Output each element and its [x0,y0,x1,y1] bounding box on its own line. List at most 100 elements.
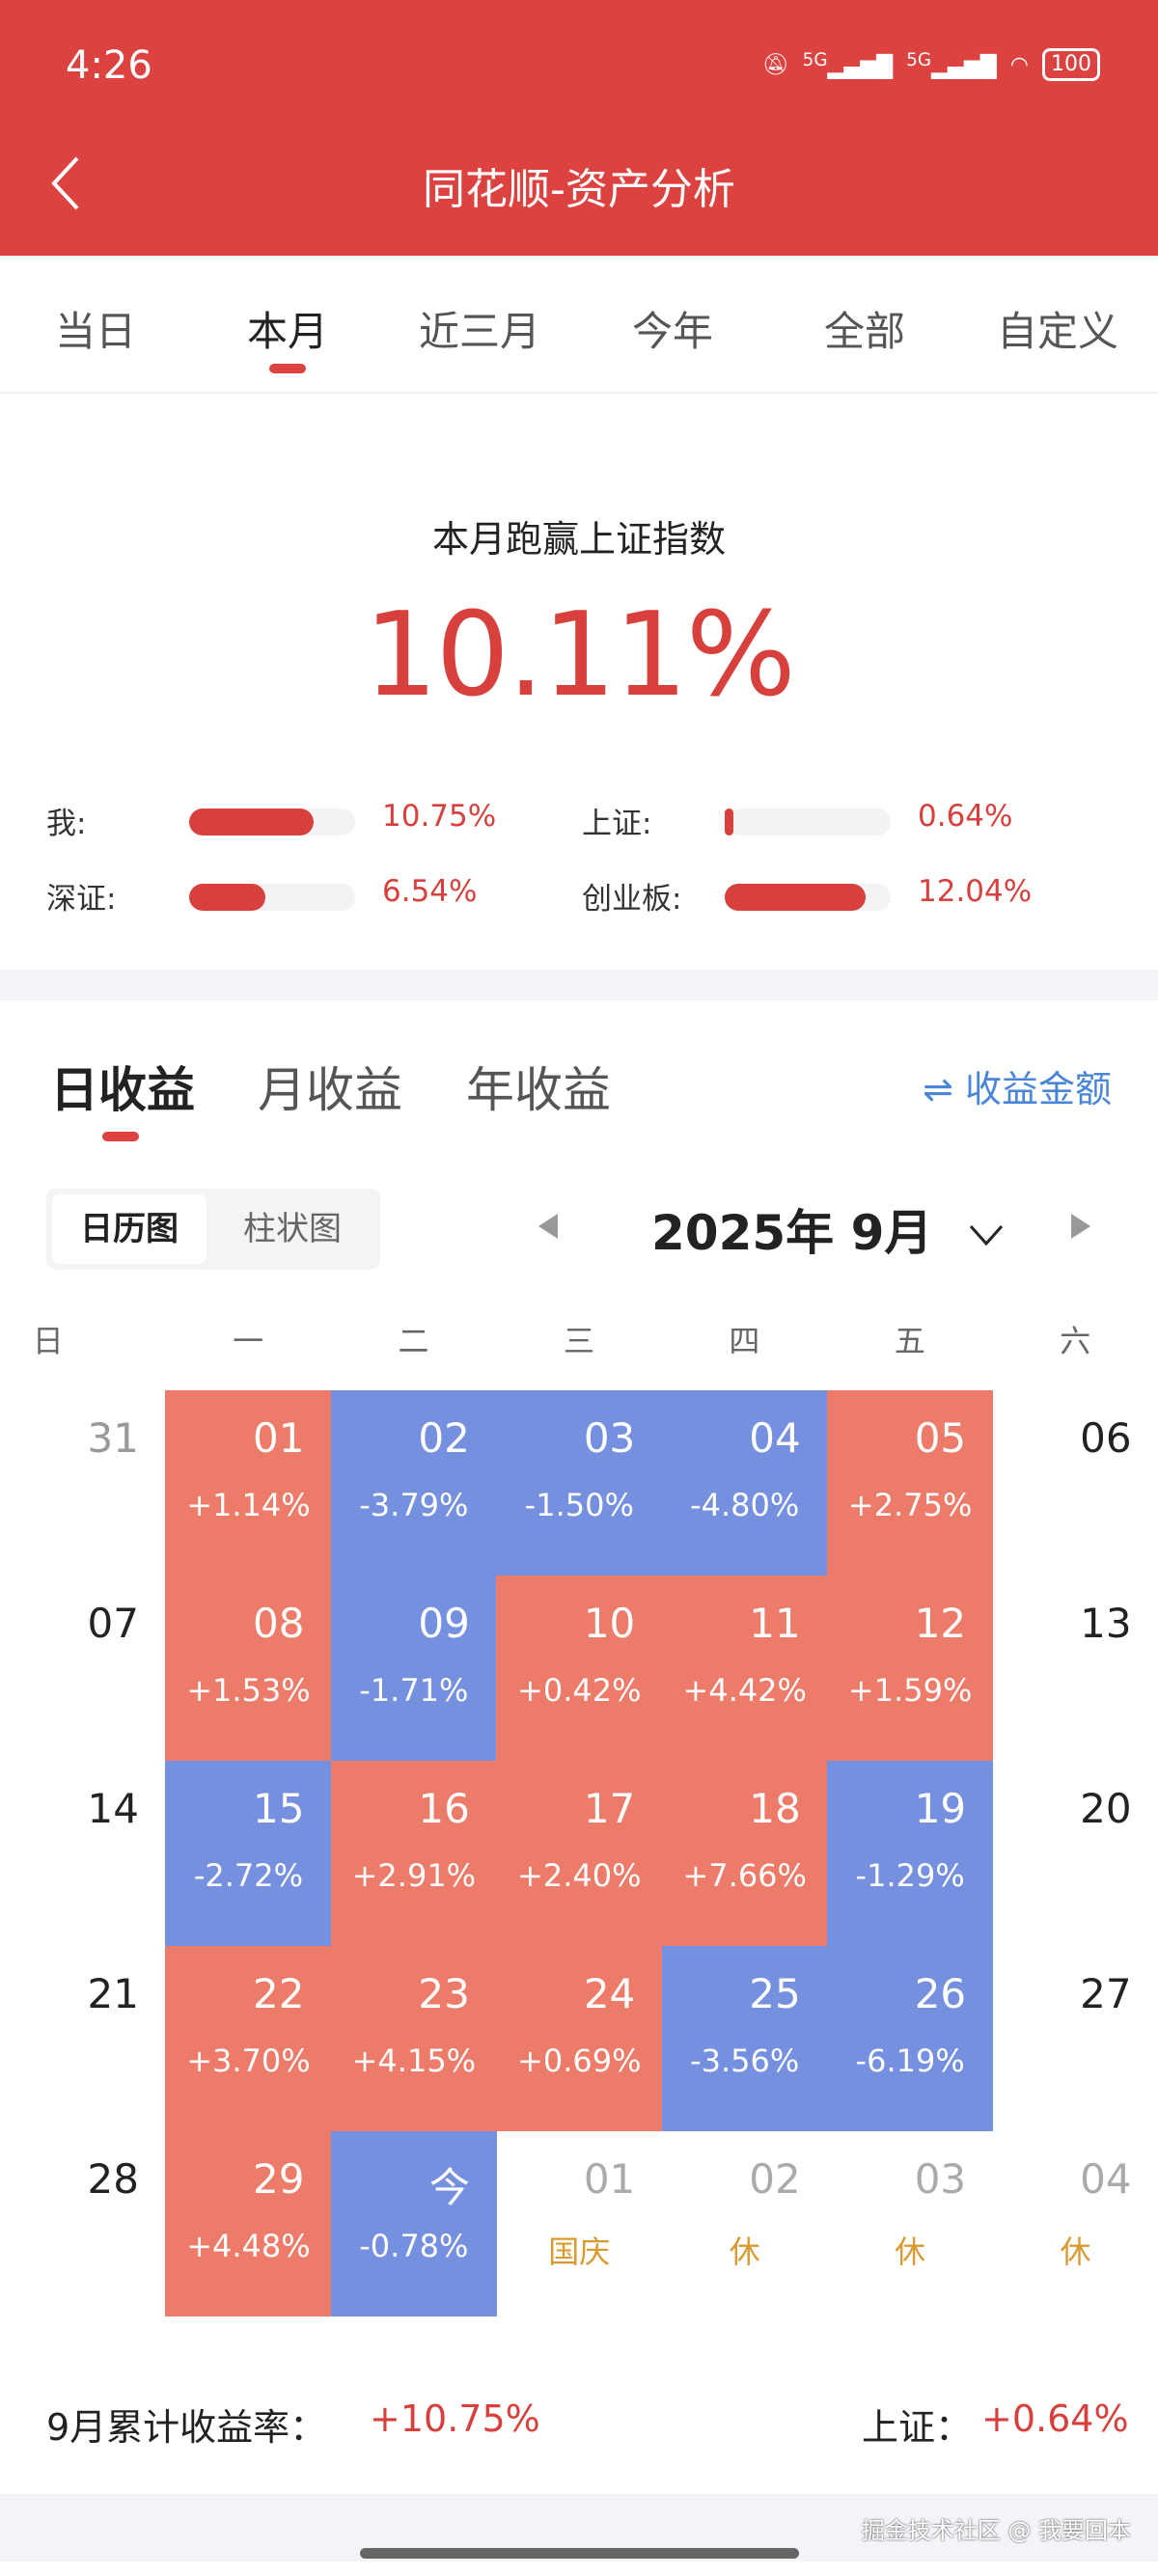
tab-monthly-returns[interactable]: 月收益 [258,1062,402,1118]
triangle-left-icon[interactable] [538,1214,558,1239]
calendar-day[interactable]: 01 国庆 [496,2131,662,2316]
calendar-day[interactable]: 17 +2.40% [496,1761,663,1946]
tab-all[interactable]: 全部 [823,308,906,355]
calendar-day[interactable]: 21 [0,1946,166,2131]
day-number: 17 [583,1785,636,1832]
comparison-value: 0.64% [918,799,1013,834]
calendar-day[interactable]: 12 +1.59% [827,1576,994,1761]
day-return: +4.15% [351,2042,477,2079]
calendar-day[interactable]: 02 -3.79% [330,1390,497,1576]
day-number: 09 [418,1600,470,1647]
calendar-view-button[interactable]: 日历图 [52,1194,207,1264]
calendar-day[interactable]: 06 [993,1390,1158,1576]
bar-view-button[interactable]: 柱状图 [243,1210,342,1248]
tab-yearly-returns[interactable]: 年收益 [466,1062,611,1118]
toggle-amount-button[interactable]: ⇌ 收益金额 [923,1059,1112,1112]
calendar-day[interactable]: 27 [993,1946,1158,2131]
day-return: -4.80% [690,1487,800,1523]
weekday-label: 五 [894,1323,925,1359]
calendar-day[interactable]: 今 -0.78% [330,2131,497,2316]
day-return: -1.29% [855,1857,965,1894]
day-number: 27 [1080,1970,1132,2017]
weekday-label: 四 [729,1323,760,1359]
comparison-bar [725,884,891,911]
home-indicator[interactable] [360,2548,799,2559]
day-number: 13 [1080,1600,1132,1647]
day-number: 11 [749,1600,801,1647]
tab-this-year[interactable]: 今年 [631,308,714,355]
calendar-day[interactable]: 22 +3.70% [165,1946,332,2131]
calendar-day[interactable]: 31 [0,1390,166,1576]
cumulative-label: 9月累计收益率： [46,2406,327,2449]
calendar-day[interactable]: 16 +2.91% [330,1761,497,1946]
calendar-day[interactable]: 05 +2.75% [827,1390,994,1576]
day-return: -3.79% [359,1487,469,1523]
wifi-icon: ◠ [1009,52,1029,77]
calendar-day[interactable]: 29 +4.48% [165,2131,332,2316]
view-switch: 日历图 柱状图 [46,1189,380,1270]
day-number: 24 [583,1970,636,2017]
calendar-day[interactable]: 25 -3.56% [661,1946,828,2131]
calendar-day[interactable]: 24 +0.69% [496,1946,663,2131]
day-number: 03 [583,1414,636,1462]
tab-today[interactable]: 当日 [54,308,137,355]
month-selector[interactable]: 2025年 9月 [651,1194,1006,1264]
month-label: 2025年 9月 [651,1205,933,1261]
calendar-day[interactable]: 04 休 [993,2131,1158,2316]
day-number: 15 [252,1785,305,1832]
day-number: 31 [87,1414,139,1462]
day-number: 16 [418,1785,470,1832]
index-label: 上证： [862,2406,973,2449]
day-return: +2.91% [351,1857,477,1894]
day-return: +4.48% [186,2228,311,2264]
calendar-day[interactable]: 03 -1.50% [496,1390,663,1576]
comparison-value: 12.04% [918,874,1033,909]
tab-daily-returns[interactable]: 日收益 [50,1062,195,1118]
calendar-day[interactable]: 09 -1.71% [330,1576,497,1761]
calendar-day[interactable]: 26 -6.19% [827,1946,994,2131]
weekday-label: 三 [563,1323,595,1359]
calendar-day[interactable]: 15 -2.72% [165,1761,332,1946]
outperform-value: 10.11% [364,589,796,723]
calendar-day[interactable]: 19 -1.29% [827,1761,994,1946]
day-return: +0.69% [517,2042,642,2079]
calendar-day[interactable]: 11 +4.42% [661,1576,828,1761]
comparison-label: 创业板: [582,882,682,917]
calendar-day[interactable]: 03 休 [827,2131,993,2316]
calendar-day[interactable]: 28 [0,2131,166,2316]
holiday-label: 休 [1060,2233,1091,2270]
calendar-day[interactable]: 18 +7.66% [661,1761,828,1946]
calendar-day[interactable]: 10 +0.42% [496,1576,663,1761]
calendar-day[interactable]: 08 +1.53% [165,1576,332,1761]
day-number: 04 [1080,2155,1132,2203]
day-number: 01 [583,2155,636,2203]
triangle-right-icon[interactable] [1071,1214,1090,1239]
tab-custom[interactable]: 自定义 [996,308,1119,355]
calendar-day[interactable]: 23 +4.15% [330,1946,497,2131]
day-number: 20 [1080,1785,1132,1832]
battery-icon: 100 [1042,48,1100,81]
summary-title: 本月跑赢上证指数 [431,518,726,561]
chevron-left-icon[interactable] [46,154,85,212]
calendar-day[interactable]: 01 +1.14% [165,1390,332,1576]
calendar-day[interactable]: 04 -4.80% [661,1390,828,1576]
day-number: 14 [87,1785,139,1832]
calendar-day[interactable]: 13 [993,1576,1158,1761]
calendar-day[interactable]: 20 [993,1761,1158,1946]
day-return: -1.50% [524,1487,634,1523]
app-header: 4:26 🔕︎ 5G▂▄▆█ 5G▂▄▆█ ◠ 100 同花顺-资产分析 [0,0,1158,256]
day-number: 26 [914,1970,967,2017]
calendar-day[interactable]: 07 [0,1576,166,1761]
comparison-bar [725,808,891,836]
comparison-bar-fill [189,884,266,911]
tab-three-months[interactable]: 近三月 [418,308,541,355]
weekday-label: 日 [32,1323,64,1359]
tab-this-month[interactable]: 本月 [246,308,329,355]
holiday-label: 休 [729,2233,760,2270]
calendar-day[interactable]: 02 休 [662,2131,828,2316]
day-number: 29 [252,2155,305,2203]
watermark: 掘金技术社区 @ 我要回本 [861,2517,1131,2544]
calendar-day[interactable]: 14 [0,1761,166,1946]
day-number: 08 [252,1600,305,1647]
day-return: +0.42% [517,1672,642,1709]
